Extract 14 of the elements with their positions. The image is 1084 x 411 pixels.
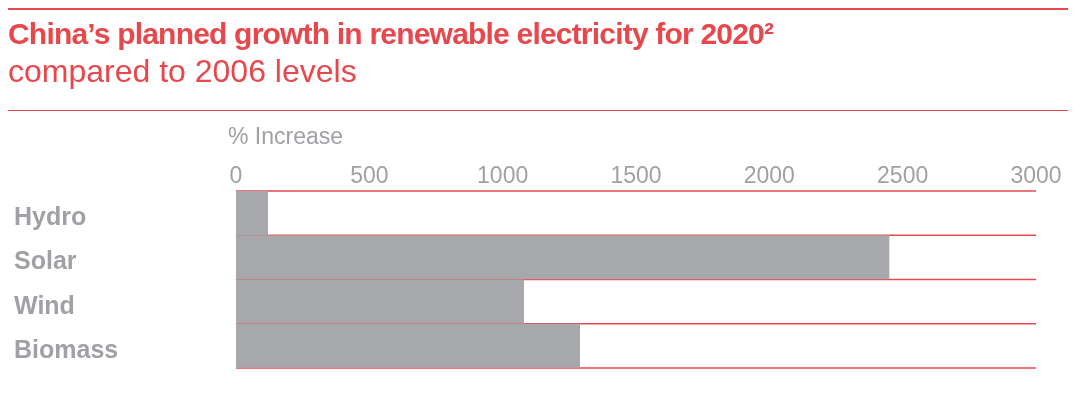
x-tick-label: 500 — [350, 162, 389, 188]
chart-title: China’s planned growth in renewable electricity for 2020² — [8, 16, 775, 52]
x-tick-label: 0 — [229, 162, 243, 188]
chart-subtitle: compared to 2006 levels — [8, 52, 358, 90]
x-axis-title: % Increase — [228, 123, 344, 150]
x-tick-label: 2000 — [743, 162, 795, 188]
y-tick-label: Solar — [14, 246, 77, 275]
x-tick-label: 1500 — [610, 162, 662, 188]
x-tick-label: 1000 — [477, 162, 529, 188]
x-tick-label: 2500 — [877, 162, 929, 188]
y-tick-label: Biomass — [14, 334, 119, 363]
y-tick-label: Wind — [14, 290, 75, 319]
y-tick-label: Hydro — [14, 202, 87, 231]
x-tick-label: 3000 — [1010, 162, 1062, 188]
